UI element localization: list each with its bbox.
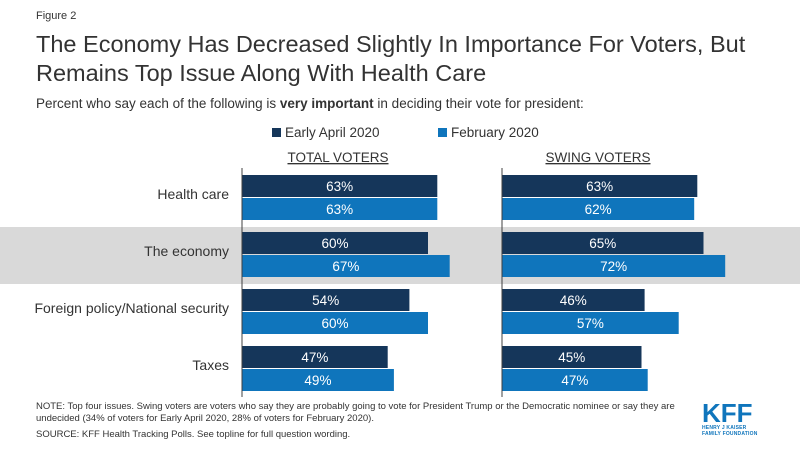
figure-label: Figure 2 [36, 10, 77, 22]
data-label-total-voters-february-2020-taxes: 49% [304, 373, 331, 388]
data-label-total-voters-february-2020-health-care: 63% [326, 202, 353, 217]
data-label-total-voters-early-april-2020-the-economy: 60% [321, 236, 348, 251]
data-label-swing-voters-february-2020-the-economy: 72% [600, 259, 627, 274]
legend-swatch-early-april [272, 128, 281, 137]
bar-total-voters-early-april-2020-health-care [242, 175, 438, 197]
data-label-swing-voters-february-2020-health-care: 62% [585, 202, 612, 217]
bar-total-voters-february-2020-the-economy [242, 255, 450, 277]
bar-total-voters-february-2020-foreign-policy-national-security [242, 312, 428, 334]
data-label-swing-voters-early-april-2020-taxes: 45% [558, 350, 585, 365]
data-label-total-voters-february-2020-foreign-policy-national-security: 60% [321, 316, 348, 331]
bar-swing-voters-february-2020-health-care [502, 198, 695, 220]
bar-total-voters-early-april-2020-taxes [242, 346, 388, 368]
data-label-total-voters-early-april-2020-taxes: 47% [301, 350, 328, 365]
legend-item-february: February 2020 [438, 125, 539, 140]
bar-swing-voters-early-april-2020-foreign-policy-national-security [502, 289, 645, 311]
legend-label-early-april: Early April 2020 [285, 125, 380, 140]
legend-label-february: February 2020 [451, 125, 539, 140]
panel-header-swing-voters: SWING VOTERS [545, 150, 650, 165]
bar-swing-voters-february-2020-taxes [502, 369, 648, 391]
data-label-swing-voters-early-april-2020-foreign-policy-national-security: 46% [560, 293, 587, 308]
data-label-total-voters-february-2020-the-economy: 67% [332, 259, 359, 274]
panel-header-total-voters: TOTAL VOTERS [287, 150, 388, 165]
data-label-total-voters-early-april-2020-health-care: 63% [326, 179, 353, 194]
data-label-swing-voters-february-2020-taxes: 47% [561, 373, 588, 388]
chart-subtitle: Percent who say each of the following is… [36, 96, 584, 111]
legend-item-early-april: Early April 2020 [272, 125, 380, 140]
note-text: NOTE: Top four issues. Swing voters are … [36, 401, 675, 424]
logo-line-2: FAMILY FOUNDATION [702, 431, 758, 437]
data-label-swing-voters-early-april-2020-health-care: 63% [586, 179, 613, 194]
data-label-total-voters-early-april-2020-foreign-policy-national-security: 54% [312, 293, 339, 308]
bar-swing-voters-early-april-2020-taxes [502, 346, 642, 368]
logo-mark: KFF [702, 398, 753, 428]
chart-title: The Economy Has Decreased Slightly In Im… [36, 31, 746, 86]
bar-swing-voters-february-2020-the-economy [502, 255, 726, 277]
category-label-the-economy: The economy [144, 243, 229, 259]
bar-swing-voters-early-april-2020-the-economy [502, 232, 704, 254]
category-label-taxes: Taxes [192, 357, 229, 373]
subtitle-text-end: in deciding their vote for president: [373, 96, 584, 111]
bar-swing-voters-february-2020-foreign-policy-national-security [502, 312, 679, 334]
data-label-swing-voters-february-2020-foreign-policy-national-security: 57% [577, 316, 604, 331]
bar-swing-voters-early-april-2020-health-care [502, 175, 698, 197]
data-label-swing-voters-early-april-2020-the-economy: 65% [589, 236, 616, 251]
bar-total-voters-early-april-2020-the-economy [242, 232, 428, 254]
bar-total-voters-february-2020-health-care [242, 198, 438, 220]
bar-total-voters-february-2020-taxes [242, 369, 394, 391]
kff-logo: KFF HENRY J KAISER FAMILY FOUNDATION [702, 398, 772, 437]
subtitle-emphasis: very important [279, 96, 374, 111]
logo-subtitle: HENRY J KAISER FAMILY FOUNDATION [702, 425, 772, 437]
logo-line-1: HENRY J KAISER [702, 425, 747, 431]
category-label-foreign-policy-national-security: Foreign policy/National security [34, 300, 229, 316]
source-text: SOURCE: KFF Health Tracking Polls. See t… [36, 429, 351, 440]
category-label-health-care: Health care [157, 186, 229, 202]
legend-swatch-february [438, 128, 447, 137]
bar-total-voters-early-april-2020-foreign-policy-national-security [242, 289, 410, 311]
subtitle-text-start: Percent who say each of the following is [36, 96, 280, 111]
